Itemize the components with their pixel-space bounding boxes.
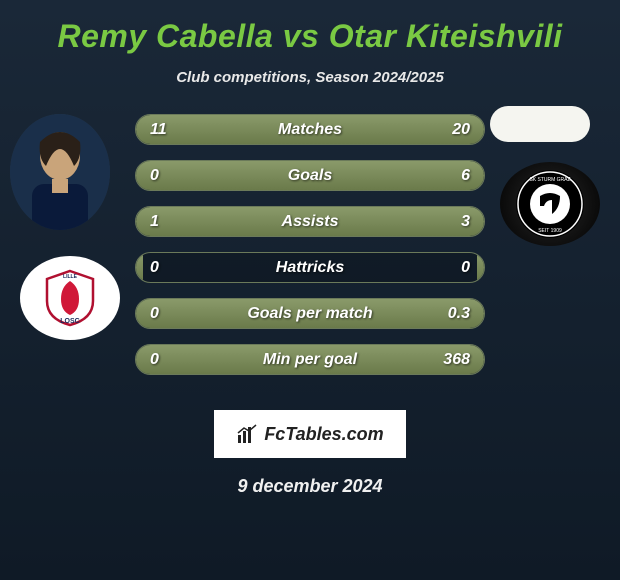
- stat-value-right: 20: [452, 121, 470, 139]
- stat-value-right: 368: [443, 351, 470, 369]
- stat-fill-right: [477, 253, 484, 282]
- svg-text:SK STURM GRAZ: SK STURM GRAZ: [529, 177, 570, 183]
- stat-row: 0 0.3 Goals per match: [135, 298, 485, 329]
- stat-label: Hattricks: [276, 259, 344, 277]
- stat-value-left: 0: [150, 305, 159, 323]
- stat-value-right: 0: [461, 259, 470, 277]
- stat-fill-left: [136, 161, 143, 190]
- stat-fill-left: [136, 253, 143, 282]
- stat-value-left: 0: [150, 259, 159, 277]
- stat-rows: 1120Matches06Goals13Assists00Hattricks00…: [135, 114, 485, 375]
- club-left-logo: LILLE LOSC: [20, 256, 120, 340]
- page-title: Remy Cabella vs Otar Kiteishvili: [0, 18, 620, 55]
- stat-value-right: 3: [461, 213, 470, 231]
- stat-row: 1 3 Assists: [135, 206, 485, 237]
- player-left-avatar: [10, 114, 110, 230]
- subtitle: Club competitions, Season 2024/2025: [0, 69, 620, 86]
- stat-label: Matches: [278, 121, 342, 139]
- stats-area: LILLE LOSC SK STURM GRAZ SEIT 1909 11 20 M…: [0, 114, 620, 394]
- stat-label: Goals per match: [247, 305, 372, 323]
- stat-value-left: 1: [150, 213, 159, 231]
- stat-fill-left: [136, 299, 143, 328]
- brand-box: FcTables.com: [214, 410, 406, 458]
- stat-label: Assists: [282, 213, 339, 231]
- stat-label: Goals: [288, 167, 332, 185]
- chart-icon: [236, 423, 258, 445]
- date-text: 9 december 2024: [0, 476, 620, 497]
- stat-value-right: 6: [461, 167, 470, 185]
- svg-text:SEIT 1909: SEIT 1909: [538, 228, 562, 234]
- stat-row: 0 6 Goals: [135, 160, 485, 191]
- brand-text: FcTables.com: [264, 424, 383, 445]
- stat-row: 0 0 Hattricks: [135, 252, 485, 283]
- stat-value-left: 0: [150, 167, 159, 185]
- svg-text:LOSC: LOSC: [60, 318, 79, 325]
- stat-value-left: 11: [150, 121, 167, 139]
- club-right-logo: SK STURM GRAZ SEIT 1909: [500, 162, 600, 246]
- player-right-avatar: [490, 106, 590, 142]
- stat-fill-right: [223, 207, 484, 236]
- stat-row: 0 368 Min per goal: [135, 344, 485, 375]
- stat-label: Min per goal: [263, 351, 357, 369]
- infographic-container: Remy Cabella vs Otar Kiteishvili Club co…: [0, 0, 620, 580]
- stat-value-right: 0.3: [448, 305, 470, 323]
- stat-row: 11 20 Matches: [135, 114, 485, 145]
- svg-text:LILLE: LILLE: [63, 274, 78, 280]
- stat-value-left: 0: [150, 351, 159, 369]
- stat-fill-left: [136, 345, 143, 374]
